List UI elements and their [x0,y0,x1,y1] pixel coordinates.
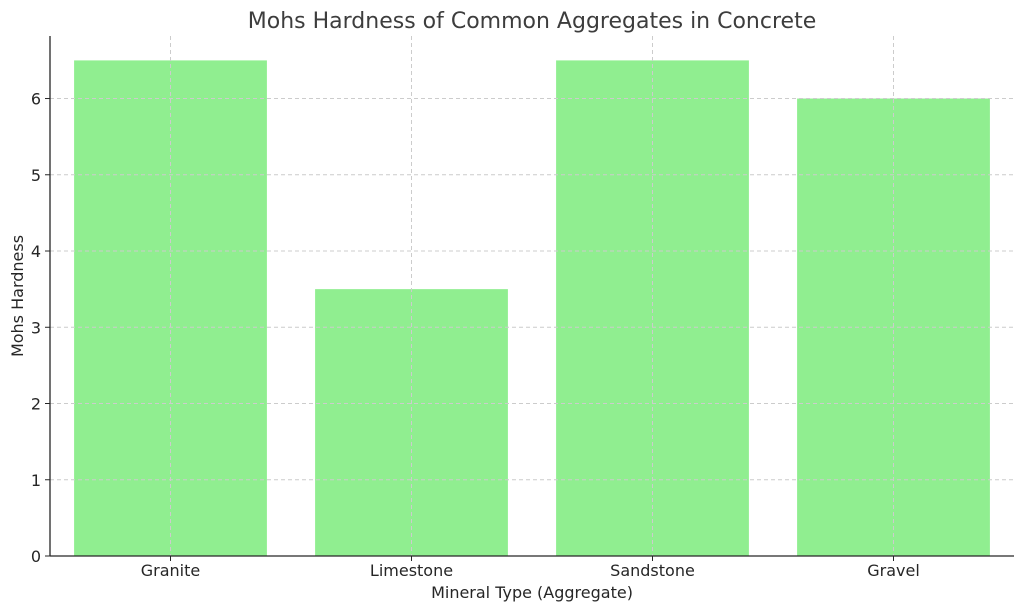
y-tick-label: 6 [31,90,41,109]
x-axis-label: Mineral Type (Aggregate) [431,583,633,602]
y-tick-label: 1 [31,471,41,490]
x-tick-label-sandstone: Sandstone [610,561,695,580]
y-axis-label: Mohs Hardness [8,235,27,357]
chart-title: Mohs Hardness of Common Aggregates in Co… [248,9,816,34]
grid-layer [50,36,1014,557]
tick-layer: 0 1 2 3 4 5 6 Granite Limestone Sandstone Gravel [31,90,920,580]
y-tick-label: 4 [31,242,41,261]
y-tick-label: 0 [31,547,41,566]
x-tick-label-limestone: Limestone [370,561,453,580]
axis-layer [49,36,1014,557]
y-tick-label: 2 [31,395,41,414]
y-tick-label: 3 [31,318,41,337]
x-tick-label-granite: Granite [141,561,200,580]
y-tick-label: 5 [31,166,41,185]
bar-layer [74,60,990,556]
x-tick-label-gravel: Gravel [867,561,920,580]
